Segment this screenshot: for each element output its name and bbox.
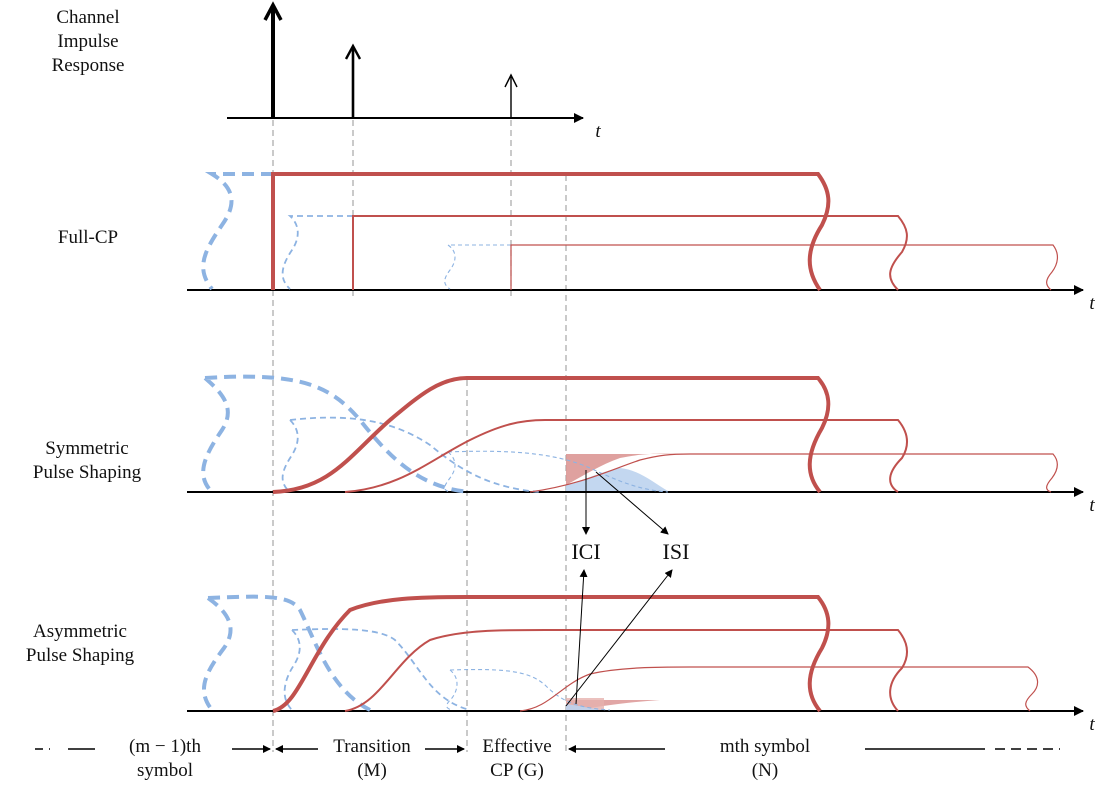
asym-isi-arrow	[565, 569, 673, 707]
impulse-tap-1-head	[263, 1, 283, 21]
asym-symbol-path-3	[519, 666, 1039, 712]
asym-label-line1: Asymmetric	[33, 621, 127, 642]
fullcp-prev-symbol-1	[201, 172, 273, 291]
sym-label-line2: Pulse Shaping	[32, 462, 142, 483]
asymmetric-panel	[187, 594, 1084, 716]
sym-symbol-path-3	[529, 453, 1058, 493]
impulse-label: Channel Impulse Response	[18, 6, 158, 78]
cur-span-line1: mth symbol	[719, 736, 811, 757]
sym-symbol-path-1	[272, 376, 831, 494]
impulse-label-line3: Response	[51, 55, 125, 76]
sym-symbol-path-2	[344, 419, 908, 493]
asym-prev-symbol-3	[446, 668, 611, 711]
sym-label-line1: Symmetric	[45, 438, 129, 459]
sym-isi-arrow	[595, 471, 669, 535]
current-symbol-span-label: mth symbol (N)	[675, 735, 855, 783]
fullcp-axis-label: t	[1089, 293, 1095, 314]
asym-ici-arrow	[575, 569, 588, 705]
prev-symbol-span-label: (m − 1)th symbol	[100, 735, 230, 783]
sym-isi-fill	[566, 458, 668, 491]
cp-span-line2: CP (G)	[490, 760, 544, 781]
fullcp-symbol-path-3	[510, 244, 1058, 291]
sym-label: Symmetric Pulse Shaping	[12, 437, 162, 485]
asym-symbol-path-2	[344, 629, 908, 712]
fullcp-symbol-path-2	[352, 215, 908, 291]
prev-span-line1: (m − 1)th	[129, 736, 201, 757]
sym-annotation-arrows	[582, 470, 669, 535]
prev-span-line2: symbol	[137, 760, 193, 781]
asym-axis-label: t	[1089, 714, 1095, 735]
fullcp-prev-symbol-2	[281, 215, 353, 290]
sym-prev-symbol-2	[281, 416, 541, 493]
fullcp-symbol-path-1	[271, 172, 831, 292]
cp-span-line1: Effective	[482, 736, 552, 757]
sym-axis-label: t	[1089, 495, 1095, 516]
asym-label-line2: Pulse Shaping	[25, 645, 135, 666]
sym-prev-symbol-3	[444, 450, 669, 493]
isi-label: ISI	[662, 539, 690, 564]
asym-symbol-path-1	[272, 595, 831, 713]
symmetric-panel	[187, 374, 1084, 497]
asym-label: Asymmetric Pulse Shaping	[5, 620, 155, 668]
fullcp-panel	[187, 172, 1084, 295]
asym-prev-symbol-2	[283, 628, 471, 711]
sym-prev-symbol-1	[201, 374, 471, 494]
impulse-label-line1: Channel	[56, 7, 120, 28]
sym-ici-fill	[566, 453, 690, 485]
impulse-tap-3-head	[504, 73, 518, 88]
ici-label: ICI	[571, 539, 601, 564]
impulse-label-line2: Impulse	[57, 31, 119, 52]
fullcp-prev-symbol-3	[444, 244, 511, 290]
trans-span-line1: Transition	[333, 736, 411, 757]
transition-span-label: Transition (M)	[318, 735, 426, 783]
trans-span-line2: (M)	[357, 760, 387, 781]
cur-span-line2: (N)	[751, 760, 779, 781]
impulse-axis-label: t	[595, 121, 601, 142]
effective-cp-span-label: Effective CP (G)	[468, 735, 566, 783]
impulse-tap-2-head	[344, 43, 362, 60]
asym-prev-symbol-1	[202, 594, 371, 712]
asym-annotation-arrows	[565, 569, 673, 707]
impulse-response-panel	[227, 1, 584, 123]
fullcp-label: Full-CP	[57, 227, 119, 248]
